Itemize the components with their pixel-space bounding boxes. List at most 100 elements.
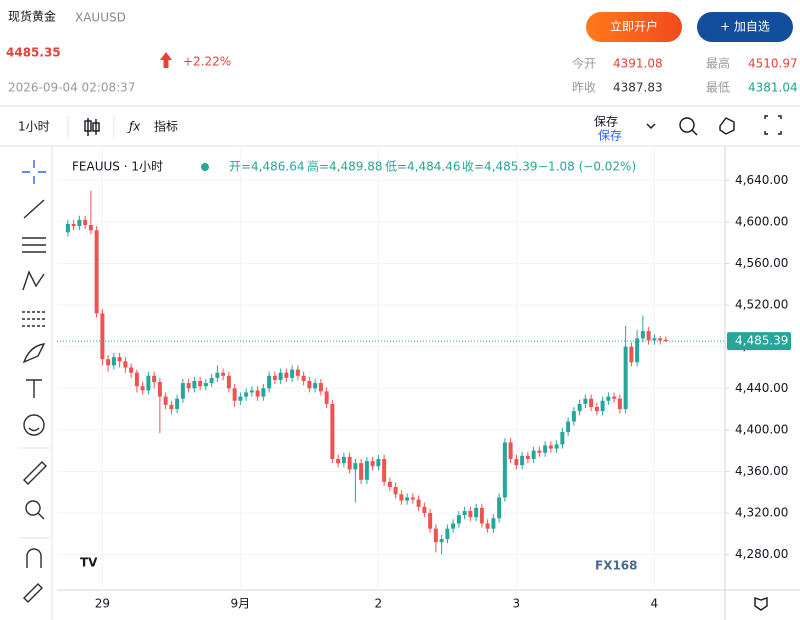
candle-body: [341, 456, 346, 464]
candle-body: [226, 375, 231, 389]
snapshot-icon[interactable]: [679, 117, 698, 136]
plot: 4,280.00 4,320.00 4,360.00 4,400.00 4,440.00…: [57, 146, 791, 611]
stat-value: 4391.08: [613, 57, 663, 71]
price: 4485.35: [6, 46, 61, 60]
candle-body: [146, 375, 151, 391]
candle-body: [485, 523, 490, 529]
candle-body: [537, 450, 542, 453]
candle-body: [497, 497, 502, 519]
candle-body: [635, 338, 640, 363]
candle-body: [387, 481, 392, 488]
candle-body: [393, 487, 398, 495]
title: 现货黄金: [8, 9, 56, 24]
candle-body: [290, 369, 295, 378]
candle-body: [364, 461, 369, 480]
candle-body: [284, 372, 289, 378]
settings-icon[interactable]: [719, 117, 735, 135]
x-tick-label: 9月: [231, 597, 251, 611]
candle-body: [71, 223, 76, 227]
time: 2026-09-04 02:08:37: [8, 81, 135, 95]
candle-body: [623, 346, 628, 410]
candle-body: [629, 346, 634, 363]
interval[interactable]: 1小时: [18, 120, 50, 134]
candle-body: [88, 225, 93, 231]
candle-body: [65, 223, 70, 233]
candle-body: [658, 338, 663, 341]
dropdown-icon[interactable]: [646, 123, 656, 129]
candle-body: [428, 513, 433, 529]
axis-settings-icon[interactable]: [754, 597, 768, 611]
y-tick-label: 4,360.00: [735, 464, 788, 478]
candle-body: [129, 367, 134, 373]
fullscreen-icon[interactable]: [764, 115, 782, 135]
candle-body: [399, 494, 404, 501]
candle-body: [157, 382, 162, 397]
open-account-button[interactable]: [586, 12, 682, 42]
candle-body: [646, 331, 651, 341]
y-tick-label: 4,560.00: [735, 256, 788, 270]
x-tick-label: 3: [513, 597, 521, 611]
candle-body: [612, 396, 617, 399]
legend-open: 开=4,486.64: [229, 160, 305, 174]
y-tick-label: 4,320.00: [735, 506, 788, 520]
fx-icon[interactable]: ƒx: [127, 120, 141, 134]
candle-body: [152, 375, 157, 383]
candle-body: [192, 380, 197, 389]
indicators[interactable]: 指标: [154, 119, 178, 134]
candle-body: [94, 230, 99, 314]
watchlist-button[interactable]: [697, 12, 793, 42]
up-arrow: [160, 52, 172, 68]
candle-body: [83, 219, 88, 226]
candle-body: [123, 361, 128, 368]
candle-body: [514, 458, 519, 466]
candle-body: [111, 357, 116, 366]
candle-body: [663, 339, 668, 342]
candle-body: [560, 431, 565, 445]
candle-body: [606, 396, 611, 401]
candle-body: [474, 507, 479, 518]
open-account-label[interactable]: 立即开户: [610, 19, 658, 34]
candle-body: [617, 398, 622, 410]
candle-body: [140, 386, 145, 391]
y-tick-label: 4,600.00: [735, 214, 788, 228]
candle-body: [295, 369, 300, 376]
watchlist-label[interactable]: + 加自选: [720, 20, 770, 34]
stat-value: 4510.97: [748, 57, 798, 71]
candle-body: [278, 372, 283, 380]
candle-body: [261, 388, 266, 397]
candle-body: [531, 450, 536, 459]
candle-body: [583, 398, 588, 404]
candle-body: [318, 383, 323, 392]
candle-body: [209, 377, 214, 384]
candle-body: [382, 458, 387, 482]
candle-body: [640, 331, 645, 339]
stat-value: 4381.04: [748, 81, 798, 95]
save[interactable]: 保存: [594, 115, 618, 129]
candle-body: [249, 390, 254, 393]
candle-body: [543, 445, 548, 453]
drawing-tools[interactable]: [22, 160, 47, 603]
stat-value: 4387.83: [613, 81, 663, 95]
candle-body: [433, 528, 438, 543]
save-sub: 保存: [598, 129, 622, 143]
candle-body: [134, 372, 139, 387]
candle-body: [198, 380, 203, 387]
candle-body: [359, 463, 364, 480]
candle-body: [347, 456, 352, 470]
candle-body: [462, 510, 467, 516]
candle-body: [169, 404, 174, 410]
candle-body: [353, 463, 358, 470]
candle-body: [221, 372, 226, 376]
candle-body: [456, 515, 461, 524]
candle-body: [468, 510, 473, 518]
y-tick-label: 4,520.00: [735, 298, 788, 312]
candle-body: [589, 398, 594, 407]
candle-body: [422, 506, 427, 514]
chart-type-icon[interactable]: [84, 118, 100, 136]
candle-body: [106, 359, 111, 366]
candle-body: [554, 444, 559, 449]
y-tick-label: 4,440.00: [735, 381, 788, 395]
candle-body: [180, 383, 185, 399]
symbol: XAUUSD: [75, 11, 126, 25]
